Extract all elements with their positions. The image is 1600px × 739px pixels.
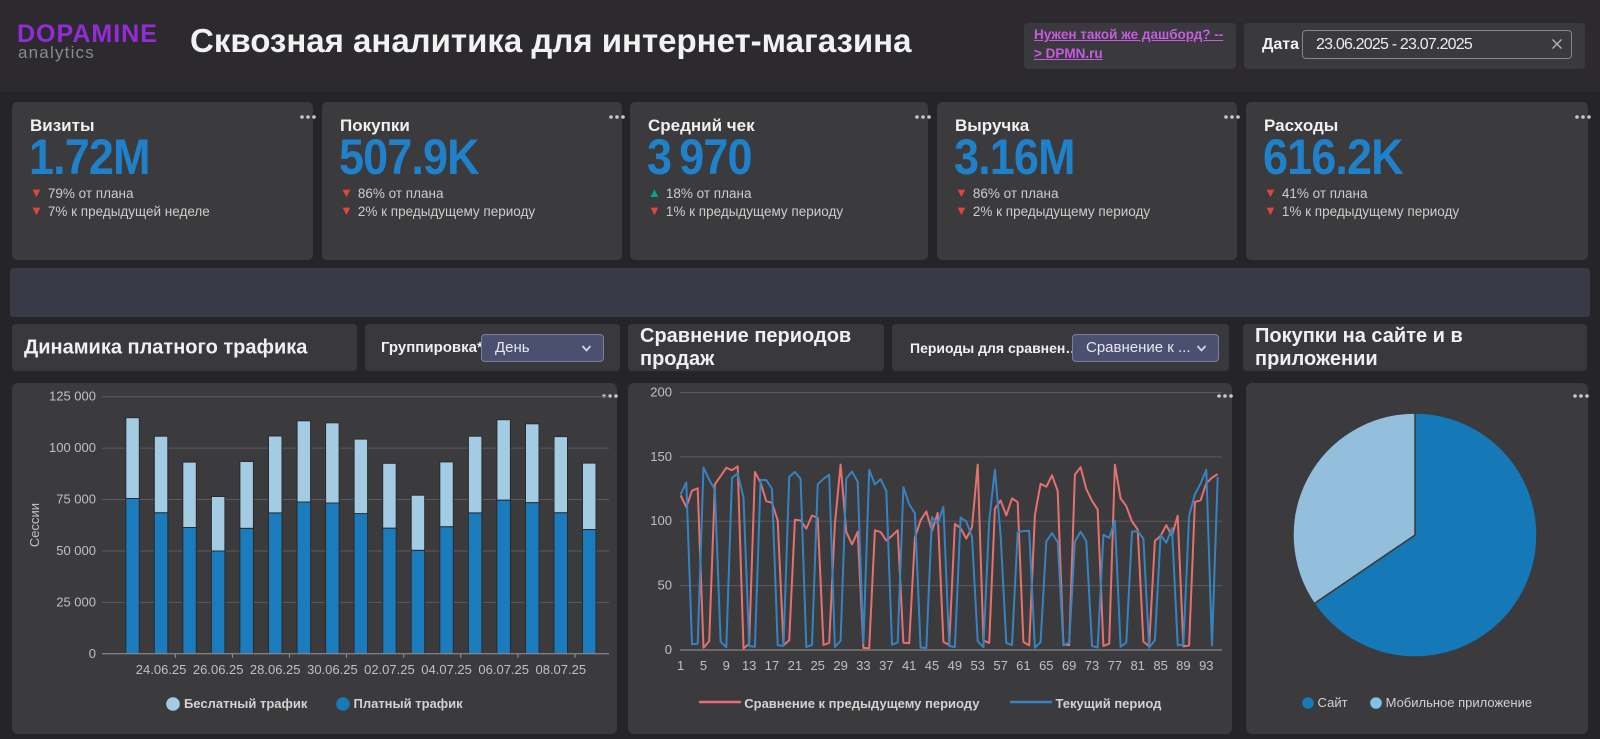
svg-text:21: 21 <box>788 658 802 673</box>
svg-text:33: 33 <box>856 658 870 673</box>
svg-text:5: 5 <box>700 658 707 673</box>
svg-text:25: 25 <box>810 658 824 673</box>
svg-text:0: 0 <box>665 642 672 657</box>
svg-text:65: 65 <box>1039 658 1053 673</box>
svg-text:50: 50 <box>658 578 672 593</box>
svg-text:45: 45 <box>925 658 939 673</box>
svg-text:57: 57 <box>993 658 1007 673</box>
svg-text:77: 77 <box>1108 658 1122 673</box>
svg-text:50 000: 50 000 <box>56 543 96 558</box>
svg-text:73: 73 <box>1085 658 1099 673</box>
svg-text:61: 61 <box>1016 658 1030 673</box>
svg-text:69: 69 <box>1062 658 1076 673</box>
svg-text:200: 200 <box>650 385 672 400</box>
svg-text:81: 81 <box>1130 658 1144 673</box>
svg-text:0: 0 <box>89 646 96 661</box>
svg-text:25 000: 25 000 <box>56 594 96 609</box>
svg-text:29: 29 <box>833 658 847 673</box>
svg-text:100: 100 <box>650 513 672 528</box>
svg-text:93: 93 <box>1199 658 1213 673</box>
svg-text:41: 41 <box>902 658 916 673</box>
svg-text:06.07.25: 06.07.25 <box>478 662 529 677</box>
svg-text:1: 1 <box>677 658 684 673</box>
svg-text:37: 37 <box>879 658 893 673</box>
svg-text:08.07.25: 08.07.25 <box>535 662 586 677</box>
svg-text:24.06.25: 24.06.25 <box>136 662 187 677</box>
svg-text:75 000: 75 000 <box>56 492 96 507</box>
svg-text:100 000: 100 000 <box>49 440 96 455</box>
svg-text:85: 85 <box>1153 658 1167 673</box>
svg-text:150: 150 <box>650 449 672 464</box>
svg-text:9: 9 <box>723 658 730 673</box>
svg-text:04.07.25: 04.07.25 <box>421 662 472 677</box>
svg-text:89: 89 <box>1176 658 1190 673</box>
svg-text:02.07.25: 02.07.25 <box>364 662 415 677</box>
svg-text:13: 13 <box>742 658 756 673</box>
svg-text:28.06.25: 28.06.25 <box>250 662 301 677</box>
svg-text:26.06.25: 26.06.25 <box>193 662 244 677</box>
svg-text:30.06.25: 30.06.25 <box>307 662 358 677</box>
svg-text:49: 49 <box>948 658 962 673</box>
svg-text:125 000: 125 000 <box>49 389 96 404</box>
svg-text:Сессии: Сессии <box>27 503 42 547</box>
svg-text:17: 17 <box>765 658 779 673</box>
svg-text:53: 53 <box>970 658 984 673</box>
